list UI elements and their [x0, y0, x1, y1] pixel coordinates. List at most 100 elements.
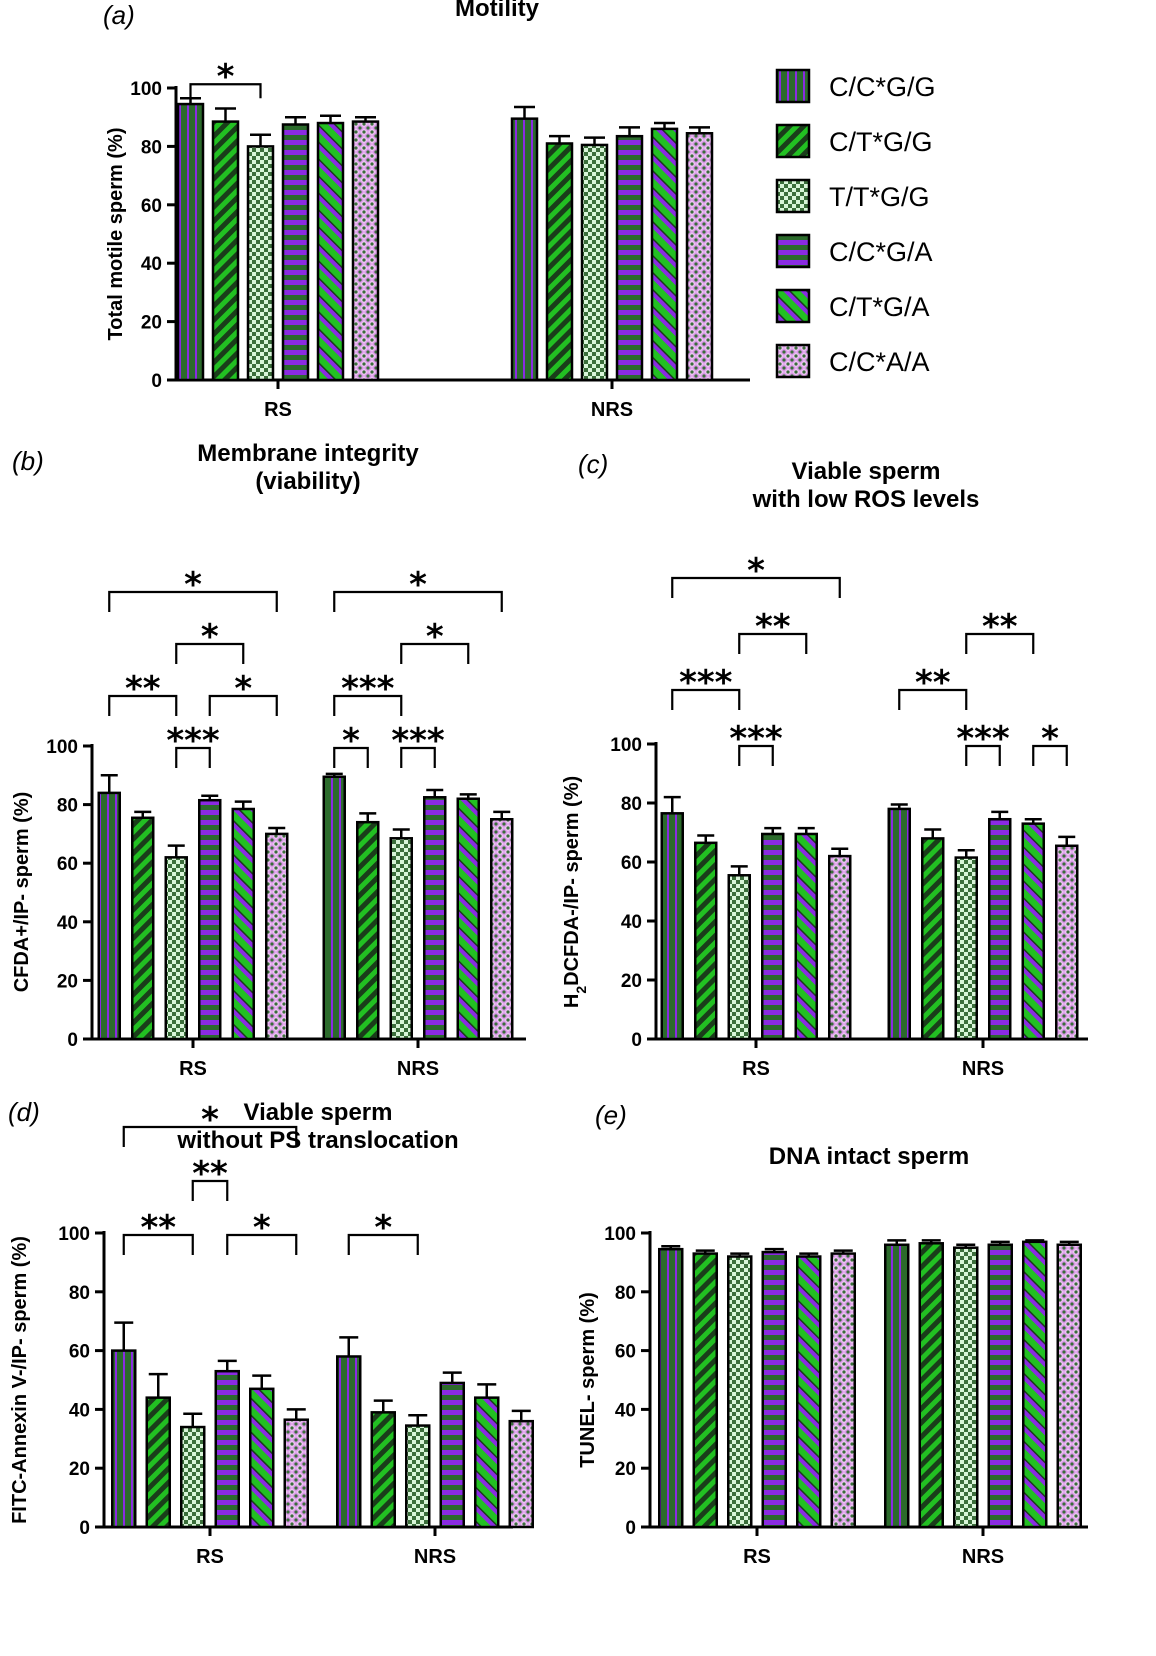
y-axis-label: H2DCFDA-/IP- sperm (%): [561, 776, 589, 1008]
significance-stars: *: [234, 669, 252, 709]
chart-title: Motility: [455, 0, 540, 22]
x-tick-label: RS: [179, 1058, 207, 1080]
panel-label: (d): [8, 1097, 40, 1127]
bar-C/C*G/A-NRS: [988, 817, 1012, 1041]
significance-stars: *: [253, 1208, 271, 1248]
significance-stars: ***: [391, 721, 445, 761]
bar-C/C*G/A-RS: [761, 832, 785, 1041]
significance-bracket: [333, 746, 369, 768]
x-tick-label: RS: [196, 1546, 224, 1568]
bar-T/T*G/G-RS: [727, 874, 751, 1041]
y-tick-label: 40: [57, 913, 78, 934]
y-tick-label: 0: [79, 1518, 90, 1539]
significance-stars: *: [747, 551, 765, 591]
bar-C/C*A/A-RS: [828, 854, 852, 1041]
y-tick-label: 100: [130, 79, 162, 100]
significance-bracket: [226, 1233, 298, 1255]
bar-T/T*G/G-RS: [180, 1425, 206, 1529]
bar-C/C*G/G-RS: [111, 1349, 137, 1529]
bar-C/T*G/G-RS: [131, 816, 155, 1041]
significance-stars: *: [409, 565, 427, 605]
y-tick-label: 0: [631, 1030, 642, 1051]
bar-C/T*G/A-NRS: [650, 127, 679, 382]
x-tick-label: NRS: [591, 399, 633, 421]
bar-C/T*G/G-NRS: [918, 1242, 944, 1529]
chart-motility: (a) Motility Total motile sperm (%) 0 20 40 60…: [103, 0, 750, 421]
legend-swatch-C/T*G/A: [775, 288, 811, 324]
y-tick-label: 100: [58, 1224, 90, 1245]
bar-C/T*G/A-RS: [316, 121, 345, 382]
bar-C/C*G/G-RS: [658, 1247, 684, 1529]
bar-C/C*G/G-NRS: [884, 1243, 910, 1529]
bar-C/C*G/A-NRS: [615, 134, 644, 382]
bar-T/T*G/G-NRS: [954, 856, 978, 1041]
chart-title: Membrane integrity: [197, 440, 419, 467]
bar-C/C*G/G-RS: [176, 102, 205, 382]
y-tick-label: 40: [141, 254, 162, 275]
bar-C/C*G/A-RS: [281, 123, 310, 382]
x-tick-label: NRS: [414, 1546, 456, 1568]
y-tick-label: 40: [621, 912, 642, 933]
legend-label: C/C*G/G: [829, 72, 936, 102]
y-tick-label: 0: [151, 371, 162, 392]
significance-stars: *: [184, 565, 202, 605]
y-tick-label: 0: [625, 1518, 636, 1539]
significance-stars: ***: [956, 719, 1010, 759]
significance-stars: *: [426, 617, 444, 657]
significance-bracket: [965, 632, 1035, 654]
bar-T/T*G/G-NRS: [580, 143, 609, 382]
bar-C/T*G/A-RS: [231, 807, 255, 1041]
x-tick-label: RS: [264, 399, 292, 421]
y-tick-label: 60: [615, 1342, 636, 1363]
bar-C/C*G/G-NRS: [510, 117, 539, 382]
chart-title: (viability): [255, 468, 360, 495]
y-tick-label: 20: [615, 1459, 636, 1480]
significance-stars: **: [755, 607, 791, 647]
y-tick-label: 100: [610, 735, 642, 756]
significance-bracket: [175, 642, 245, 664]
significance-bracket: [108, 590, 278, 612]
bar-C/C*A/A-NRS: [685, 132, 714, 382]
significance-stars: *: [374, 1208, 392, 1248]
chart-membrane-integrity: (b) Membrane integrity(viability) CFDA+/IP…: [11, 440, 526, 1080]
significance-bracket: [965, 744, 1001, 766]
bar-C/T*G/G-NRS: [370, 1411, 396, 1529]
bar-C/C*G/A-RS: [198, 798, 222, 1041]
significance-stars: ***: [341, 669, 395, 709]
bar-C/C*A/A-NRS: [508, 1419, 534, 1529]
y-tick-label: 60: [141, 196, 162, 217]
significance-stars: *: [1041, 719, 1059, 759]
chart-title: DNA intact sperm: [769, 1143, 969, 1170]
significance-stars: *: [201, 1100, 219, 1140]
significance-bracket: [738, 632, 808, 654]
y-tick-label: 60: [69, 1342, 90, 1363]
legend-swatch-C/C*G/A: [775, 233, 811, 269]
significance-stars: *: [342, 721, 360, 761]
significance-stars: ***: [166, 721, 220, 761]
y-axis-label: FITC-Annexin V-/IP- sperm (%): [9, 1236, 31, 1524]
panel-label: (b): [12, 446, 44, 476]
y-tick-label: 100: [604, 1224, 636, 1245]
bar-C/T*G/A-NRS: [474, 1396, 500, 1529]
bar-T/T*G/G-RS: [164, 856, 188, 1041]
chart-title: Viable sperm: [792, 458, 941, 485]
panel-label: (c): [578, 449, 608, 479]
significance-bracket: [333, 590, 503, 612]
bar-C/T*G/A-NRS: [1022, 1240, 1048, 1529]
y-tick-label: 80: [141, 137, 162, 158]
significance-bracket: [108, 694, 178, 716]
legend: C/C*G/G C/T*G/G T/T*G/G C/C*G/A C/T*G/A C/C*A…: [775, 68, 936, 379]
bar-C/C*A/A-RS: [283, 1418, 309, 1529]
bar-C/T*G/G-NRS: [545, 142, 574, 382]
bar-C/C*A/A-NRS: [1056, 1243, 1082, 1529]
bar-C/T*G/G-NRS: [356, 820, 380, 1041]
bar-T/T*G/G-RS: [727, 1255, 753, 1529]
legend-swatch-C/C*G/G: [775, 68, 811, 104]
legend-label: T/T*G/G: [829, 182, 930, 212]
significance-bracket: [208, 694, 278, 716]
legend-label: C/C*A/A: [829, 347, 930, 377]
y-tick-label: 60: [57, 854, 78, 875]
